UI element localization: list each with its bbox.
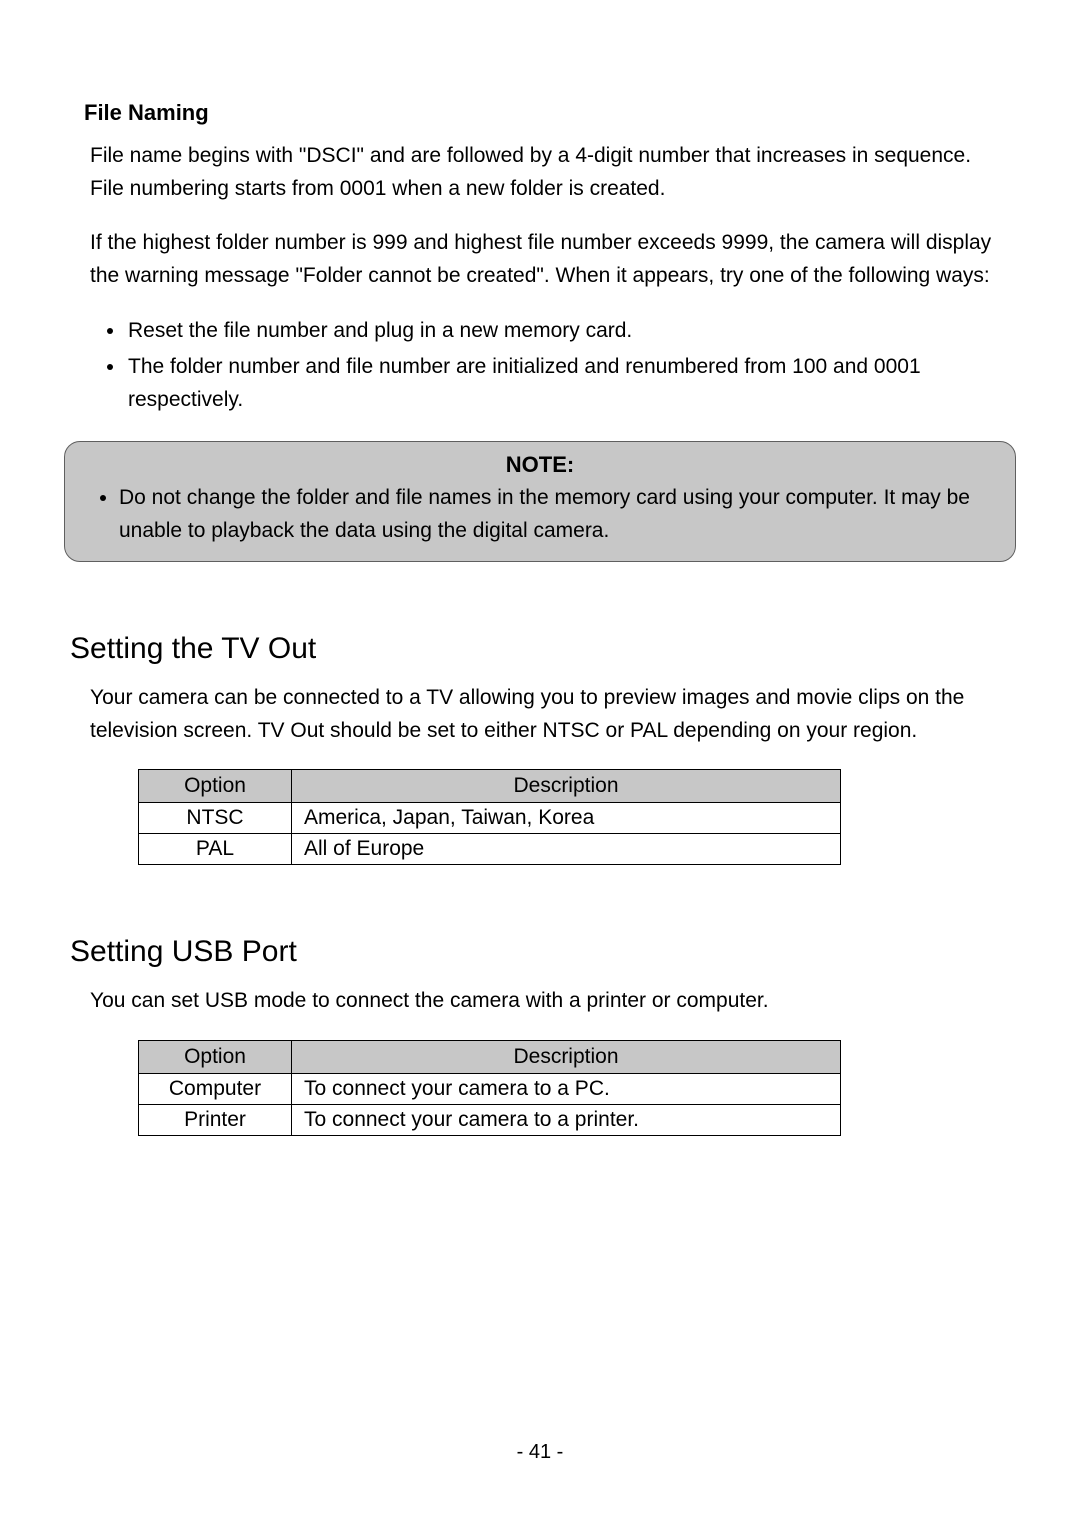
tv-out-option-ntsc: NTSC (139, 803, 292, 834)
usb-desc-printer: To connect your camera to a printer. (292, 1104, 841, 1135)
file-naming-list: Reset the file number and plug in a new … (126, 314, 1010, 417)
tv-out-paragraph: Your camera can be connected to a TV all… (90, 682, 1010, 747)
file-naming-heading: File Naming (84, 100, 1010, 126)
table-header-option: Option (139, 1040, 292, 1073)
table-row: Printer To connect your camera to a prin… (139, 1104, 841, 1135)
table-header-row: Option Description (139, 770, 841, 803)
usb-port-paragraph: You can set USB mode to connect the came… (90, 985, 1010, 1018)
note-title: NOTE: (85, 452, 995, 478)
usb-desc-computer: To connect your camera to a PC. (292, 1073, 841, 1104)
note-item: Do not change the folder and file names … (119, 482, 995, 547)
table-row: Computer To connect your camera to a PC. (139, 1073, 841, 1104)
table-row: PAL All of Europe (139, 834, 841, 865)
table-row: NTSC America, Japan, Taiwan, Korea (139, 803, 841, 834)
usb-port-table: Option Description Computer To connect y… (138, 1040, 841, 1136)
table-header-option: Option (139, 770, 292, 803)
table-header-row: Option Description (139, 1040, 841, 1073)
file-naming-paragraph-2: If the highest folder number is 999 and … (90, 227, 1010, 292)
page-number: - 41 - (0, 1441, 1080, 1464)
tv-out-option-pal: PAL (139, 834, 292, 865)
list-item: Reset the file number and plug in a new … (126, 314, 1010, 348)
tv-out-desc-ntsc: America, Japan, Taiwan, Korea (292, 803, 841, 834)
manual-page: File Naming File name begins with "DSCI"… (0, 0, 1080, 1528)
usb-option-computer: Computer (139, 1073, 292, 1104)
note-list: Do not change the folder and file names … (95, 482, 995, 547)
usb-port-heading: Setting USB Port (70, 935, 1010, 969)
table-header-description: Description (292, 1040, 841, 1073)
tv-out-heading: Setting the TV Out (70, 632, 1010, 666)
usb-option-printer: Printer (139, 1104, 292, 1135)
tv-out-desc-pal: All of Europe (292, 834, 841, 865)
list-item: The folder number and file number are in… (126, 350, 1010, 417)
note-box: NOTE: Do not change the folder and file … (64, 441, 1016, 562)
file-naming-paragraph-1: File name begins with "DSCI" and are fol… (90, 140, 1010, 205)
table-header-description: Description (292, 770, 841, 803)
tv-out-table: Option Description NTSC America, Japan, … (138, 769, 841, 865)
